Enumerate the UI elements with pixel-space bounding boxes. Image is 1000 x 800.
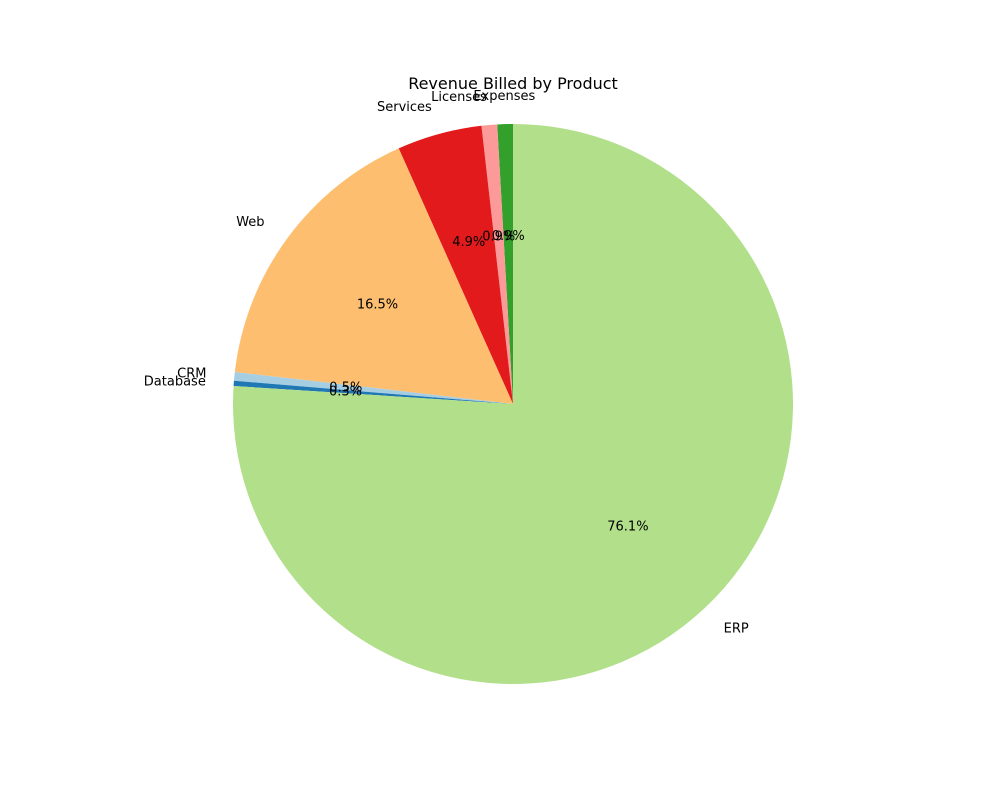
slice-web	[234, 148, 513, 404]
slice-services	[398, 125, 513, 404]
slice-label-services: Services	[377, 100, 432, 115]
slice-pct-erp: 76.1%	[607, 520, 648, 535]
slice-label-expenses: Expenses	[473, 89, 535, 104]
slice-pct-database: 0.3%	[329, 385, 362, 400]
slice-label-erp: ERP	[724, 622, 749, 637]
slice-label-licenses: Licenses	[431, 90, 487, 105]
slice-pct-web: 16.5%	[357, 298, 398, 313]
pie-slices	[232, 124, 794, 684]
slice-crm	[233, 371, 513, 404]
slice-pct-crm: 0.5%	[329, 380, 362, 395]
slice-pct-services: 4.9%	[452, 235, 485, 250]
slice-database	[233, 380, 513, 404]
slice-licenses	[481, 124, 513, 405]
slice-pct-licenses: 0.9%	[482, 230, 515, 245]
slice-pct-expenses: 0.9%	[492, 229, 525, 244]
slice-expenses	[497, 124, 513, 404]
slice-erp	[232, 124, 794, 684]
slice-label-crm: CRM	[177, 367, 206, 382]
slice-label-database: Database	[144, 374, 206, 389]
chart-title: Revenue Billed by Product	[408, 74, 618, 93]
pie-labels: Expenses 0.9% Licenses 0.9% Services 4.9% Web 1…	[144, 89, 749, 637]
slice-label-web: Web	[236, 215, 264, 230]
